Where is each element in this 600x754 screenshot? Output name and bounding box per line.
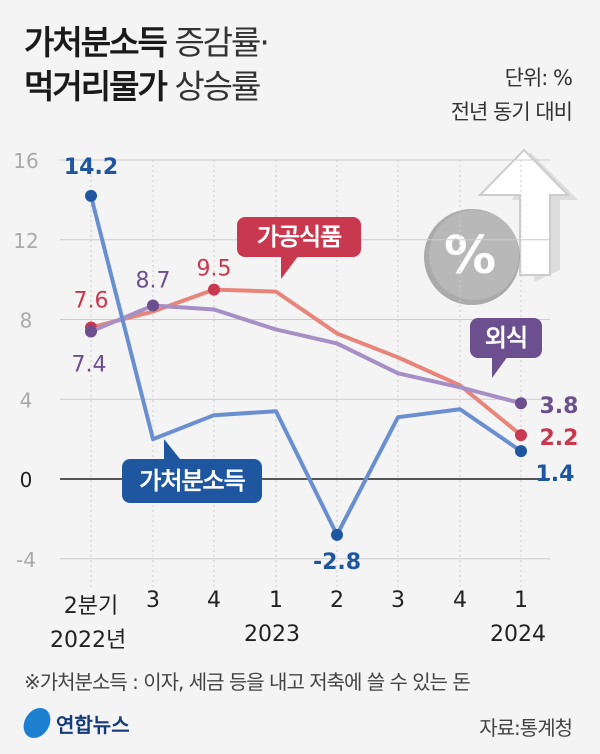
callout-dining-out: 외식: [470, 318, 542, 378]
basis-label: 전년 동기 대비: [450, 100, 573, 124]
year-label-2022: 2022년: [50, 628, 127, 653]
chart-title-line2: 먹거리물가 상승률: [24, 67, 261, 106]
data-point: [515, 445, 527, 458]
x-tick-label: 4: [453, 588, 467, 613]
series-line-2: [90, 303, 522, 406]
logo-icon: [20, 708, 54, 738]
unit-label: 단위: %: [504, 66, 573, 90]
data-point: [515, 397, 527, 410]
series-line-1: [90, 287, 523, 437]
y-tick-label: 4: [20, 388, 33, 412]
data-label: -2.8: [313, 550, 361, 575]
data-label: 1.4: [536, 462, 575, 487]
y-tick-label: 12: [13, 229, 38, 253]
data-label: 14.2: [64, 155, 118, 180]
callout-processed-food: 가공식품: [237, 217, 361, 279]
year-label-2024: 2024: [490, 622, 546, 647]
data-point: [515, 429, 527, 442]
x-tick-label: 1: [514, 588, 528, 613]
series-line-0: [89, 195, 523, 537]
data-point: [331, 528, 343, 541]
data-point: [147, 299, 159, 312]
footnote: ※가처분소득 : 이자, 세금 등을 내고 저축에 쓸 수 있는 돈: [24, 670, 471, 694]
svg-text:%: %: [444, 226, 496, 286]
y-tick-label: 0: [20, 468, 33, 492]
x-tick-label: 1: [269, 588, 283, 613]
y-tick-label: 8: [20, 309, 33, 333]
data-point: [85, 325, 97, 338]
source: 자료:통계청: [479, 716, 573, 740]
percent-up-arrow-icon: %: [424, 148, 578, 305]
y-tick-label: -4: [16, 548, 36, 572]
x-tick-label: 3: [391, 588, 405, 613]
chart-title-line1: 가처분소득 증감률·: [24, 23, 270, 62]
x-tick-label: 2분기: [63, 594, 119, 619]
data-label: 9.5: [197, 257, 232, 282]
data-label: 7.6: [74, 288, 109, 313]
callout-disposable-income: 가처분소득: [122, 439, 262, 503]
year-label-2023: 2023: [244, 622, 300, 647]
data-label: 2.2: [540, 426, 579, 451]
data-label: 3.8: [540, 394, 579, 419]
x-tick-label: 3: [146, 588, 160, 613]
x-tick-label: 2: [330, 588, 344, 613]
x-tick-label: 4: [207, 588, 221, 613]
y-tick-label: 16: [13, 149, 38, 173]
data-label: 8.7: [136, 269, 171, 294]
logo: 연합뉴스: [20, 708, 130, 738]
data-label: 7.4: [72, 352, 107, 377]
data-point: [208, 283, 220, 296]
data-point: [85, 189, 97, 202]
